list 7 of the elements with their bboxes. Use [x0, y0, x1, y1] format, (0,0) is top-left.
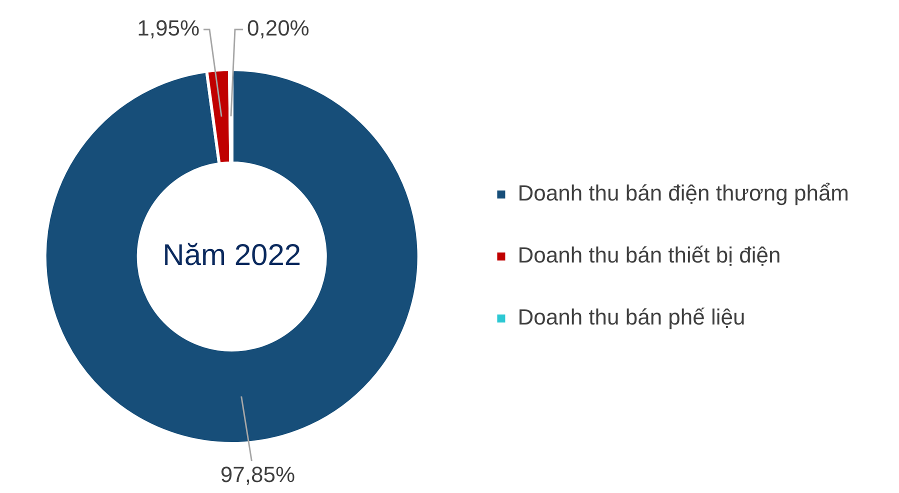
data-label: 97,85%	[220, 462, 296, 488]
text: Năm 2022	[162, 238, 302, 272]
data-label: 1,95%	[137, 16, 200, 41]
legend-label: Doanh thu bán thiết bị điện	[518, 242, 781, 268]
data-label: 0,20%	[246, 16, 310, 41]
legend-label: Doanh thu bán điện thương phẩm	[518, 180, 850, 206]
legend-label: Doanh thu bán phế liệu	[518, 304, 746, 330]
